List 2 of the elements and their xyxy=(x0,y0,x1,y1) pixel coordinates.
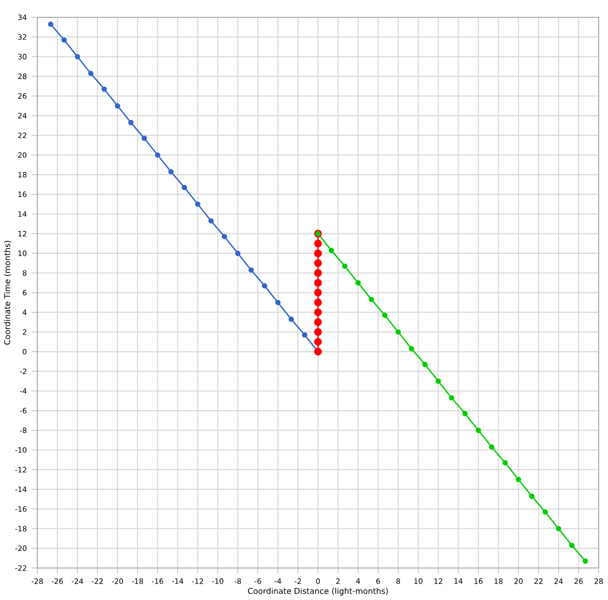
x-axis-title: Coordinate Distance (light-months) xyxy=(248,588,388,596)
y-axis-title: Coordinate Time (months) xyxy=(4,240,12,345)
